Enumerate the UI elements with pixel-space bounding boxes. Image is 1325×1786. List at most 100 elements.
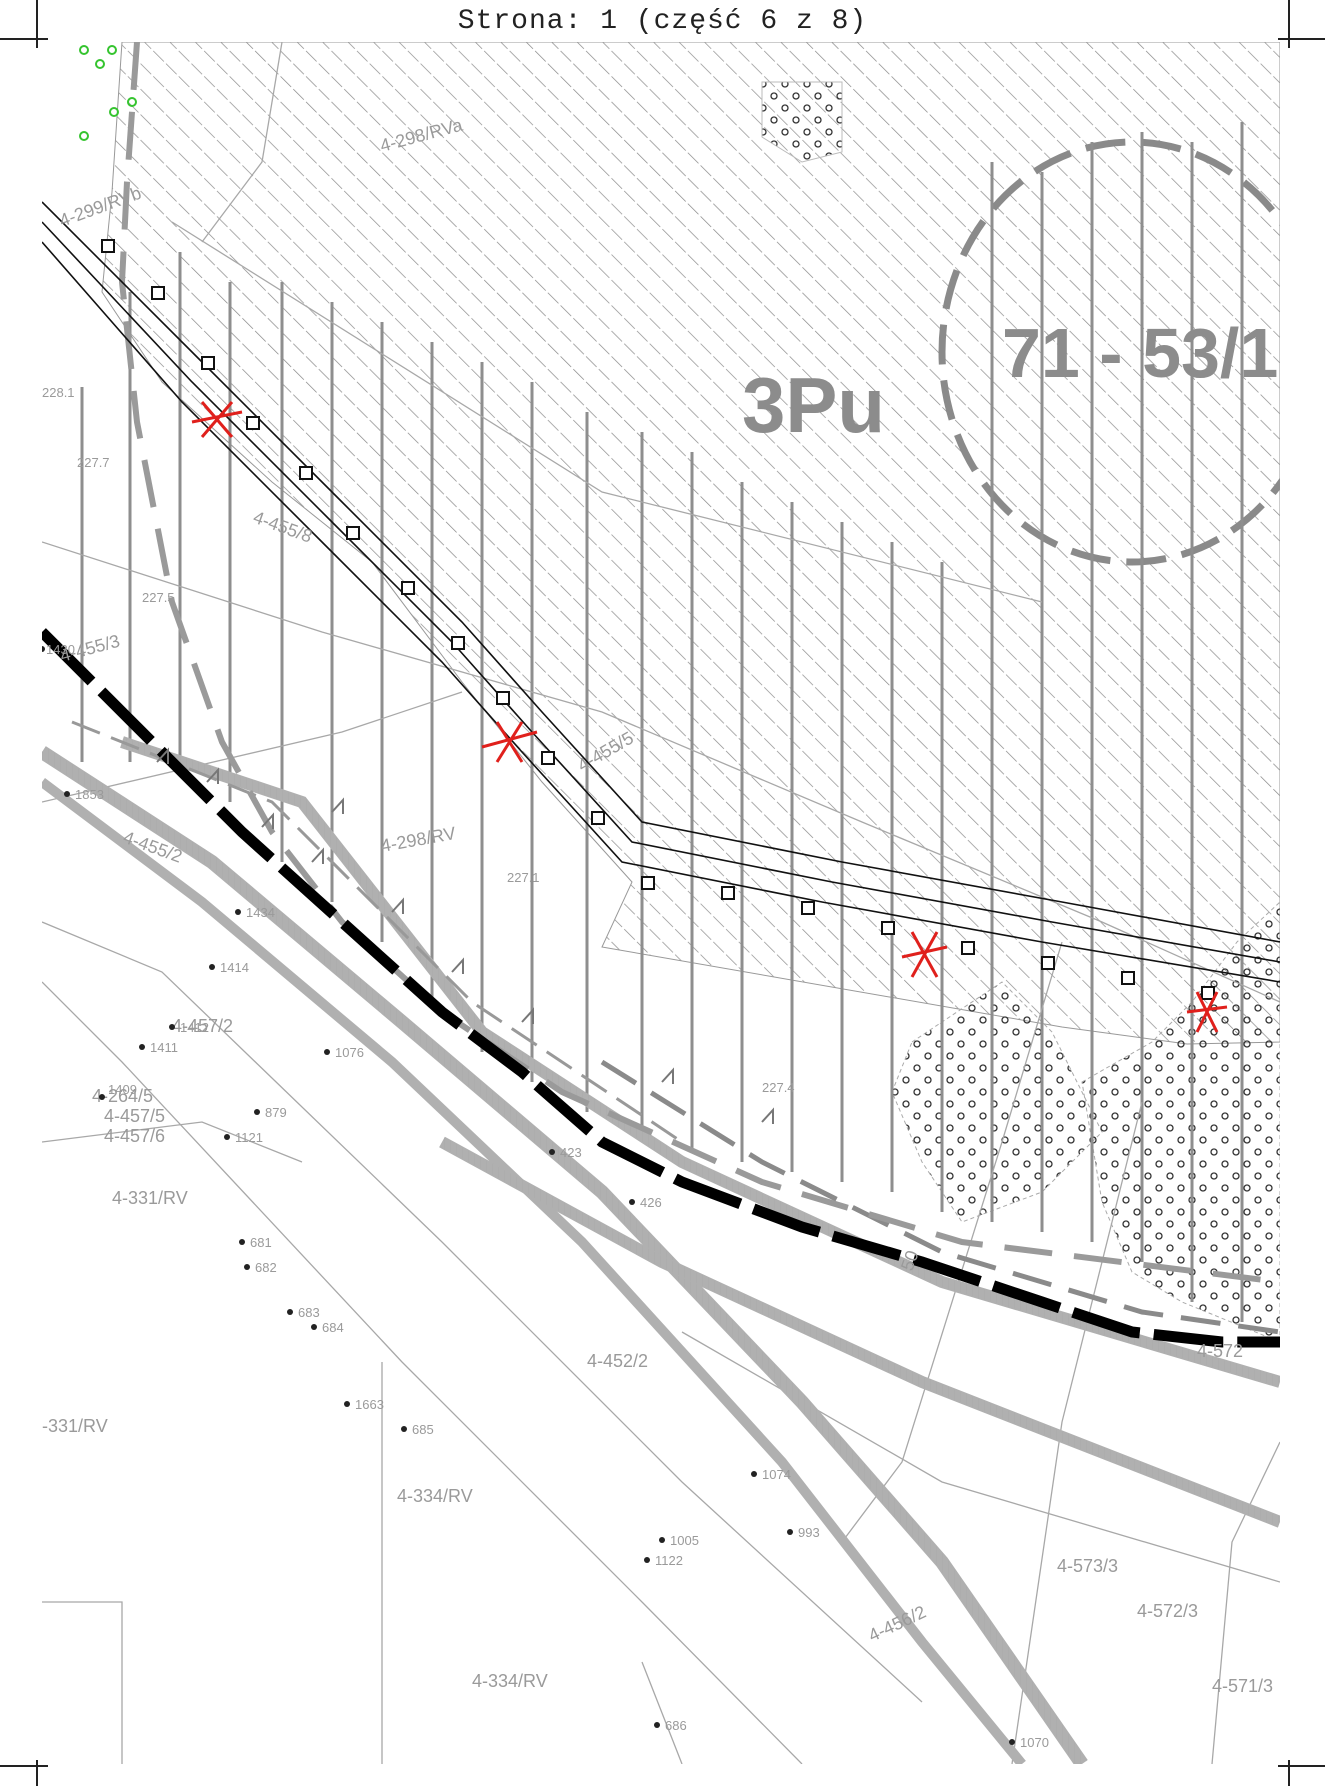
square-pole-icon xyxy=(591,811,605,825)
survey-point-icon xyxy=(787,1529,793,1535)
parcel-label: 4-334/RV xyxy=(472,1671,548,1691)
point-label: 426 xyxy=(640,1195,662,1210)
red-x-icon xyxy=(901,931,948,978)
survey-point-icon xyxy=(64,791,70,797)
survey-point-icon xyxy=(209,964,215,970)
parcel-label: 4-457/6 xyxy=(104,1126,165,1146)
parcel-label: 4-572 xyxy=(1197,1341,1243,1361)
green-point-group xyxy=(79,45,137,141)
square-pole-icon xyxy=(201,356,215,370)
point-label: 227.1 xyxy=(507,870,540,885)
boundary-triangle-markers xyxy=(156,747,774,1124)
parcel-label: 4-573/3 xyxy=(1057,1556,1118,1576)
railway-tracks xyxy=(42,720,1280,1764)
survey-point-icon xyxy=(401,1426,407,1432)
point-label: 1663 xyxy=(355,1397,384,1412)
square-pole-icon xyxy=(1041,956,1055,970)
green-point-icon xyxy=(95,59,105,69)
page-header: Strona: 1 (część 6 z 8) xyxy=(457,6,868,37)
dashed-circle xyxy=(938,138,1280,566)
square-pole-icon xyxy=(346,526,360,540)
crop-mark-tl-v xyxy=(36,0,38,48)
point-label: 879 xyxy=(265,1105,287,1120)
parcel-label: 4-571/3 xyxy=(1212,1676,1273,1696)
crop-mark-br-v xyxy=(1288,1760,1290,1786)
survey-point-icon xyxy=(1009,1739,1015,1745)
square-pole-icon xyxy=(1121,971,1135,985)
point-label: 1121 xyxy=(235,1130,263,1145)
parcel-label: 4-452/2 xyxy=(587,1351,648,1371)
survey-point-icon xyxy=(169,1024,175,1030)
point-label: 227.4 xyxy=(762,1080,795,1095)
survey-point-icon xyxy=(235,909,241,915)
parcel-label: 4-457/5 xyxy=(104,1106,165,1126)
zone-label-3pu: 3Pu xyxy=(742,361,885,449)
survey-point-icon xyxy=(244,1264,250,1270)
square-pole-icon xyxy=(881,921,895,935)
green-point-icon xyxy=(79,131,89,141)
point-label: 1430 xyxy=(46,642,75,657)
dotted-area-3 xyxy=(761,81,843,163)
green-point-icon xyxy=(127,97,137,107)
point-label: 228.1 xyxy=(42,385,75,400)
square-pole-icon xyxy=(299,466,313,480)
point-label: 423 xyxy=(560,1145,582,1160)
point-label: 1076 xyxy=(335,1045,364,1060)
survey-point-icon xyxy=(254,1109,260,1115)
dotted-area-1 xyxy=(891,981,1103,1223)
point-label: 1411 xyxy=(150,1040,178,1055)
square-pole-icon xyxy=(641,876,655,890)
point-label: 1853 xyxy=(75,787,104,802)
square-pole-icon xyxy=(496,691,510,705)
point-label: 227.5 xyxy=(142,590,175,605)
survey-point-icon xyxy=(654,1722,660,1728)
green-point-icon xyxy=(107,45,117,55)
survey-point-group: 1412 1411 1414 1434 1409 879 1121 681 68… xyxy=(42,385,1049,1750)
point-label: 686 xyxy=(665,1718,687,1733)
parcel-label: 4-457/2 xyxy=(172,1016,233,1036)
red-x-icon-group xyxy=(191,401,1228,1033)
survey-point-icon xyxy=(224,1134,230,1140)
point-label: 681 xyxy=(250,1235,272,1250)
point-label: 1412 xyxy=(180,1020,209,1035)
survey-point-icon xyxy=(659,1537,665,1543)
square-pole-icon xyxy=(721,886,735,900)
survey-point-icon xyxy=(629,1199,635,1205)
crop-mark-tr-v xyxy=(1288,0,1290,48)
survey-point-icon xyxy=(99,1094,105,1100)
parcel-label: 4-264/5 xyxy=(92,1086,153,1106)
dotted-area-2 xyxy=(1081,901,1280,1343)
point-label: 1074 xyxy=(762,1467,791,1482)
point-label: 1409 xyxy=(108,1082,137,1097)
crop-mark-tr xyxy=(1278,38,1325,40)
survey-point-icon xyxy=(751,1471,757,1477)
point-label: 227.7 xyxy=(77,455,110,470)
point-label: 1434 xyxy=(246,905,275,920)
survey-point-icon xyxy=(239,1239,245,1245)
heavy-boundary-line xyxy=(42,628,1280,1348)
crop-mark-tl xyxy=(0,38,48,40)
parcel-boundaries xyxy=(42,42,1280,1764)
pole-icon-group xyxy=(101,239,1215,1000)
survey-point-icon xyxy=(644,1557,650,1563)
point-label: 685 xyxy=(412,1422,434,1437)
square-pole-icon xyxy=(541,751,555,765)
square-pole-icon xyxy=(151,286,165,300)
square-pole-icon xyxy=(451,636,465,650)
parcel-label: -331/RV xyxy=(42,1416,108,1436)
square-pole-icon xyxy=(961,941,975,955)
survey-point-icon xyxy=(42,646,45,652)
map-canvas[interactable]: 3Pu 71 - 53/17 50 4-299/RVb 4-298/RVa 4-… xyxy=(42,42,1280,1764)
parcel-label: 4-331/RV xyxy=(112,1188,188,1208)
crop-mark-br xyxy=(1278,1765,1325,1767)
crop-mark-bl-v xyxy=(36,1760,38,1786)
square-pole-icon xyxy=(101,239,115,253)
parcel-label: 4-334/RV xyxy=(397,1486,473,1506)
point-label: 683 xyxy=(298,1305,320,1320)
red-x-icon xyxy=(481,721,538,763)
red-x-icon xyxy=(191,401,243,438)
map-frame[interactable]: 3Pu 71 - 53/17 50 4-299/RVb 4-298/RVa 4-… xyxy=(42,42,1280,1764)
survey-point-icon xyxy=(549,1149,555,1155)
square-pole-icon xyxy=(801,901,815,915)
vertical-hatch-lines xyxy=(80,122,1244,1322)
